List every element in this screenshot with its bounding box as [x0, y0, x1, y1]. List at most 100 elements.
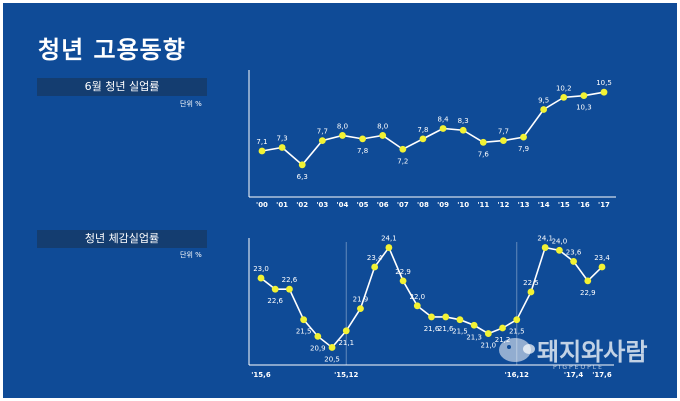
chart1-data-point	[500, 137, 507, 145]
chart1-data-label: 7,7	[317, 128, 328, 136]
chart2-data-label: 21,5	[452, 328, 468, 336]
chart2-data-point	[371, 263, 379, 271]
chart2-data-point	[570, 258, 577, 265]
chart2-data-point	[286, 285, 293, 293]
chart1-data-label: 10,3	[576, 104, 592, 112]
chart1-tick-label: '17	[598, 201, 610, 209]
chart1-data-point	[479, 138, 487, 146]
chart2-data-label: 21,2	[495, 336, 511, 344]
chart2-data-label: 21,5	[296, 328, 312, 336]
chart2-data-point	[584, 277, 592, 285]
chart2-data-label: 22,9	[395, 268, 411, 276]
chart2-data-point	[484, 330, 492, 337]
chart1-data-label: 8,0	[377, 122, 388, 130]
chart2-data-label: 21,5	[509, 328, 525, 336]
chart2-data-label: 22,9	[580, 289, 596, 297]
chart1-data-label: 9,5	[538, 96, 549, 104]
chart1-data-point	[580, 92, 588, 100]
chart1-tick-label: '02	[296, 201, 308, 209]
chart2-data-point	[470, 321, 478, 329]
chart1-data-point	[399, 145, 407, 153]
chart2-data-point	[314, 332, 322, 340]
chart2-data-point	[300, 316, 308, 324]
page-title: 청년 고용동향	[38, 36, 186, 64]
chart1-unit-label: 단위 %	[180, 100, 202, 108]
chart1-tick-label: '14	[538, 201, 550, 209]
chart2-data-point	[598, 263, 606, 271]
chart1-tick-label: '09	[437, 201, 449, 209]
chart-panel	[3, 3, 677, 398]
chart2-data-point	[428, 313, 435, 321]
chart1-data-point	[359, 135, 366, 143]
chart2-title: 청년 체감실업률	[37, 230, 207, 248]
chart1-data-point	[298, 161, 306, 169]
chart2-data-point	[527, 288, 535, 296]
chart1-data-point	[258, 147, 266, 155]
chart2-data-point	[271, 285, 279, 293]
chart1-data-label: 6,3	[297, 173, 308, 181]
chart1-data-point	[318, 137, 326, 145]
chart2-data-point	[342, 327, 350, 335]
pig-icon	[499, 338, 535, 362]
chart2-data-point	[541, 244, 549, 251]
chart2-unit-label: 단위 %	[180, 251, 202, 259]
chart1-data-point	[278, 144, 286, 151]
chart1-tick-label: '05	[357, 201, 369, 209]
chart2-data-point	[442, 313, 450, 321]
chart1-tick-label: '06	[377, 201, 389, 209]
chart2-data-point	[499, 324, 506, 332]
chart1-data-point	[339, 132, 346, 139]
chart2-data-point	[357, 305, 364, 312]
chart2-data-point	[328, 344, 336, 351]
chart2-data-label: 23,6	[566, 248, 582, 256]
chart2-data-point	[385, 244, 393, 251]
chart1-tick-label: '01	[276, 201, 288, 209]
chart1-data-label: 7,8	[417, 126, 428, 134]
chart1-data-label: 7,8	[357, 147, 368, 155]
chart1-data-label: 7,7	[498, 128, 509, 136]
chart1-tick-label: '07	[397, 201, 409, 209]
chart2-data-point	[257, 274, 265, 282]
chart2-data-label: 24,0	[552, 237, 568, 245]
watermark-subtext: PIGPEOPLE	[553, 364, 604, 371]
chart1-tick-label: '04	[337, 201, 349, 209]
chart2-tick-label: '17,6	[592, 371, 612, 379]
chart1-data-label: 7,9	[518, 145, 529, 153]
chart2-data-label: 20,9	[310, 344, 326, 352]
chart1-data-label: 8,4	[437, 116, 449, 124]
chart1-tick-label: '16	[578, 201, 590, 209]
chart1-data-point	[419, 135, 427, 143]
chart1-data-point	[600, 88, 608, 96]
watermark-logo: 돼지와사람 PIGPEOPLE	[495, 330, 647, 382]
chart1-title: 6월 청년 실업률	[37, 78, 207, 96]
chart2-data-label: 21,6	[438, 325, 454, 333]
chart2-data-label: 23,4	[594, 254, 610, 262]
chart1-data-point	[459, 126, 467, 134]
chart1-data-label: 7,2	[397, 157, 408, 165]
chart1-tick-label: '10	[457, 201, 469, 209]
chart2-data-label: 23,0	[253, 265, 269, 273]
chart2-data-label: 24,1	[537, 235, 553, 243]
chart1-data-point	[540, 106, 548, 113]
chart1-tick-label: '03	[316, 201, 328, 209]
chart1-data-point	[520, 133, 527, 141]
watermark-text: 돼지와사람	[537, 338, 648, 366]
chart2-data-label: 21,6	[424, 325, 440, 333]
chart1-data-label: 8,0	[337, 122, 348, 130]
chart2-tick-label: '15,6	[251, 371, 271, 379]
chart1-series-line	[261, 91, 605, 166]
chart1-data-point	[379, 132, 387, 139]
chart2-tick-label: '17,4	[564, 371, 584, 379]
chart1-tick-label: '12	[497, 201, 509, 209]
chart1-tick-label: '00	[256, 201, 268, 209]
chart2-data-label: 22,6	[282, 276, 298, 284]
chart1-data-label: 10,5	[596, 79, 612, 87]
chart1-data-label: 8,3	[458, 117, 469, 125]
chart1-tick-label: '13	[518, 201, 530, 209]
chart1-data-point	[439, 125, 447, 132]
chart1-tick-label: '08	[417, 201, 429, 209]
chart2-data-point	[413, 302, 421, 310]
chart1-data-label: 7,3	[277, 135, 288, 143]
chart2-data-label: 22,0	[409, 293, 425, 301]
